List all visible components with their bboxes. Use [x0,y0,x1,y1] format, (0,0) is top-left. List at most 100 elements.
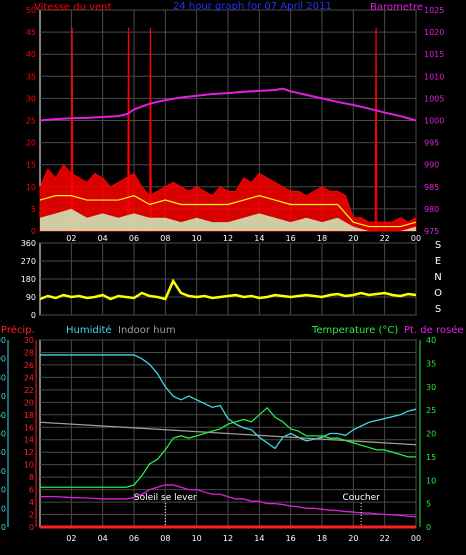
wind-tick-label: 0 [31,227,36,236]
temp-x-tick-label: 22 [380,534,390,543]
direction-tick-label: 0 [31,311,36,320]
temperature-tick-label: 15 [426,453,436,462]
precip-tick-label: 18 [24,411,34,420]
wind-x-tick-label: 10 [192,234,202,243]
temp-x-tick-label: 00 [411,534,421,543]
temperature-tick-label: 30 [426,383,436,392]
wind-tick-label: 50 [26,6,36,15]
temp-x-tick-label: 02 [66,534,76,543]
barometer-axis-label: Barometre [370,2,423,13]
wind-axis-label: Vitesse du vent [34,2,111,13]
temp-x-tick-label: 04 [98,534,108,543]
temp-x-tick-label: 10 [192,534,202,543]
temperature-panel: 0102030405060708090100 02468101214161820… [0,324,464,543]
barometer-tick-label: 980 [424,205,439,214]
humidity-tick-label: 90 [0,355,6,364]
wind-tick-label: 45 [26,28,36,37]
wind-x-tick-label: 14 [254,234,264,243]
humidity-axis-label: Humidité [66,324,112,336]
temp-x-tick-label: 08 [160,534,170,543]
precip-tick-label: 26 [24,361,34,370]
humidity-tick-label: 50 [0,430,6,439]
chart-title: 24 hour graph for 07 April 2011 [173,1,332,12]
wind-x-tick-label: 08 [160,234,170,243]
temperature-axis-label: Temperature (°C) [311,325,398,336]
wind-x-tick-label: 18 [317,234,327,243]
humidity-series [40,354,417,450]
humidity-tick-label: 40 [0,448,6,457]
wind-direction-series [39,278,417,301]
precip-tick-label: 22 [24,386,34,395]
precip-tick-label: 30 [24,336,34,345]
precip-tick-label: 8 [29,473,34,482]
barometer-tick-label: 990 [424,161,439,170]
wind-tick-label: 40 [26,50,36,59]
wind-tick-label: 5 [31,205,36,214]
temperature-tick-label: 25 [426,406,436,415]
precip-tick-label: 20 [24,398,34,407]
humidity-tick-label: 100 [0,336,6,345]
temperature-series [40,406,416,488]
barometer-tick-label: 975 [424,227,439,236]
compass-label: E [435,256,441,267]
humidity-tick-label: 20 [0,486,6,495]
wind-x-tick-label: 22 [380,234,390,243]
temp-x-tick-label: 16 [286,534,296,543]
indoor-hum-series [39,421,417,446]
barometer-tick-label: 1000 [424,117,444,126]
wind-low-series [40,208,416,231]
sun-annotation: Coucher [342,493,380,503]
wind-x-tick-label: 06 [129,234,139,243]
precip-tick-label: 6 [29,486,34,495]
dewpoint-axis-label: Pt. de rosée [404,324,464,336]
barometer-tick-label: 1020 [424,28,444,37]
precip-tick-label: 16 [24,423,34,432]
precip-tick-label: 2 [29,511,34,520]
wind-tick-label: 25 [26,117,36,126]
temperature-tick-label: 40 [426,336,436,345]
wind-tick-label: 20 [26,139,36,148]
humidity-tick-label: 0 [1,523,6,532]
precip-tick-label: 14 [24,436,34,445]
precip-tick-label: 12 [24,448,34,457]
wind-tick-label: 30 [26,94,36,103]
compass-label: S [435,304,441,315]
humidity-tick-label: 10 [0,504,6,513]
temperature-tick-label: 5 [426,500,431,509]
precip-tick-label: 28 [24,348,34,357]
humidity-tick-label: 30 [0,467,6,476]
compass-label: O [434,288,442,299]
humidity-tick-label: 60 [0,411,6,420]
barometer-tick-label: 995 [424,139,439,148]
barometer-tick-label: 1005 [424,94,444,103]
wind-tick-label: 10 [26,183,36,192]
temp-x-tick-label: 20 [348,534,358,543]
barometer-tick-label: 1010 [424,72,444,81]
wind-x-tick-label: 20 [348,234,358,243]
wind-x-tick-label: 16 [286,234,296,243]
temperature-tick-label: 20 [426,430,436,439]
precip-tick-label: 10 [24,461,34,470]
wind-tick-label: 35 [26,72,36,81]
barometer-tick-label: 1015 [424,50,444,59]
wind-x-tick-label: 02 [66,234,76,243]
direction-tick-label: 270 [21,257,36,266]
wind-x-tick-label: 00 [411,234,421,243]
temperature-tick-label: 0 [426,523,431,532]
wind-average-series [39,194,417,228]
direction-tick-label: 360 [21,239,36,248]
humidity-tick-label: 80 [0,373,6,382]
humidity-tick-label: 70 [0,392,6,401]
temp-x-tick-label: 18 [317,534,327,543]
temperature-tick-label: 35 [426,359,436,368]
compass-label: N [434,272,441,283]
precip-tick-label: 4 [29,498,34,507]
dewpoint-series [40,484,417,518]
precip-axis-label: Précip. [1,324,35,336]
compass-label: S [435,240,441,251]
sun-annotation: Soleil se lever [134,493,197,503]
indoor-hum-label: Indoor hum [118,325,176,336]
